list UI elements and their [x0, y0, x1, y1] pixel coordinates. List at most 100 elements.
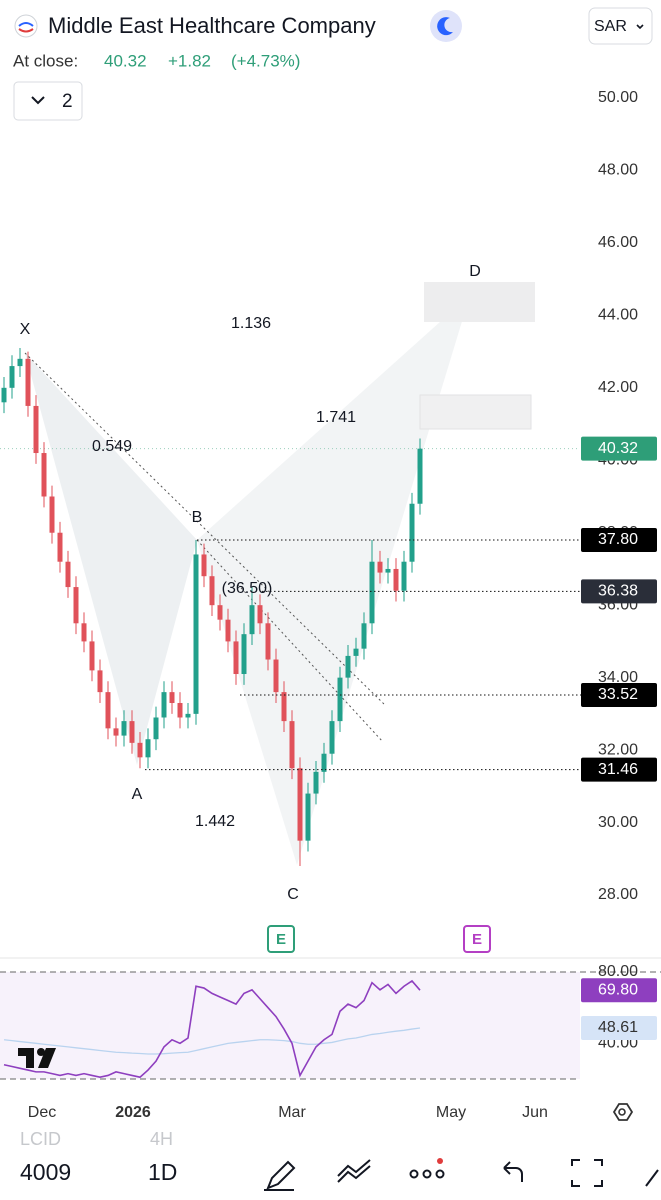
- y-tick-label: 28.00: [598, 886, 638, 903]
- price-badge: [581, 757, 657, 782]
- candle-body: [25, 358, 31, 406]
- close-price: 40.32: [104, 51, 147, 70]
- candle-body: [1, 387, 7, 403]
- settings-icon: [618, 1108, 626, 1116]
- tv-logo: [18, 1048, 56, 1068]
- candle-body: [193, 554, 199, 714]
- candle-body: [57, 532, 63, 562]
- earnings-icon[interactable]: [463, 925, 491, 953]
- change: +1.82: [168, 51, 211, 70]
- pattern-point: D: [469, 263, 481, 280]
- candle-body: [361, 623, 367, 649]
- indicators-toggle[interactable]: [13, 81, 83, 121]
- candle-body: [369, 561, 375, 624]
- candle-body: [137, 742, 143, 758]
- candle-body: [169, 692, 175, 703]
- pattern-point: A: [132, 786, 143, 803]
- more-tool[interactable]: [409, 1169, 419, 1179]
- candle-body: [265, 623, 271, 660]
- candle-body: [401, 561, 407, 591]
- interval[interactable]: 1D: [148, 1159, 177, 1185]
- price-badge: [581, 579, 657, 604]
- undo[interactable]: [503, 1161, 523, 1182]
- candle-body: [273, 659, 279, 693]
- candle-body: [353, 648, 359, 656]
- ghost-symbol: LCID: [20, 1129, 61, 1149]
- target-zone: [419, 394, 532, 430]
- logo: [14, 14, 38, 38]
- candle-body: [305, 793, 311, 841]
- candle-body: [321, 753, 327, 772]
- y-tick-label: 30.00: [598, 814, 638, 831]
- pattern-point: C: [287, 886, 299, 903]
- candle-body: [121, 721, 127, 736]
- symbol[interactable]: 4009: [20, 1159, 71, 1185]
- candle-body: [65, 561, 71, 588]
- candle-body: [153, 717, 159, 740]
- candle-body: [409, 503, 415, 562]
- y-tick-label: 42.00: [598, 379, 638, 396]
- y-tick-label: 34.00: [598, 669, 638, 686]
- candle-body: [225, 619, 231, 642]
- candle-body: [257, 605, 263, 624]
- price-badge-label: 40.32: [598, 440, 638, 457]
- candle-body: [289, 721, 295, 769]
- pattern-ratio: 1.741: [316, 409, 356, 426]
- candle-body: [9, 366, 15, 388]
- y-tick-label: 44.00: [598, 307, 638, 324]
- candle-body: [337, 677, 343, 722]
- draw-tool[interactable]: [264, 1160, 296, 1191]
- settings-icon[interactable]: [612, 1103, 634, 1121]
- more-tool: [435, 1169, 445, 1179]
- indicators-count: 2: [62, 91, 73, 112]
- candle-body: [281, 692, 287, 722]
- pattern-ratio: 0.549: [92, 438, 132, 455]
- pattern-ratio: 1.442: [195, 813, 235, 830]
- candle-body: [249, 605, 255, 635]
- trend-line: [196, 539, 384, 743]
- earnings-letter: E: [276, 931, 286, 948]
- candle-body: [417, 448, 423, 504]
- candle-body: [377, 561, 383, 573]
- candle-body: [217, 605, 223, 620]
- ghost-interval: 4H: [150, 1129, 173, 1149]
- candle-body: [145, 739, 151, 758]
- y-tick-label: 32.00: [598, 741, 638, 758]
- candle-body: [17, 358, 23, 367]
- rsi-badge-label: 48.61: [598, 1019, 638, 1036]
- price-badge-label: 31.46: [598, 761, 638, 778]
- x-tick-label: Dec: [28, 1104, 56, 1121]
- price-badge-label: 36.38: [598, 583, 638, 600]
- candle-body: [33, 405, 39, 454]
- pattern-point: X: [20, 321, 31, 338]
- x-tick-label: Jun: [522, 1104, 548, 1121]
- chevron: [636, 24, 644, 30]
- earnings-icon[interactable]: [267, 925, 295, 953]
- candle-body: [113, 728, 119, 736]
- candle-body: [41, 453, 47, 497]
- candle-body: [89, 641, 95, 671]
- pattern-xab: [25, 353, 197, 765]
- change-pct: (+4.73%): [231, 51, 300, 70]
- chevron: [31, 96, 45, 105]
- candle-body: [129, 721, 135, 743]
- candle-body: [233, 641, 239, 675]
- y-tick-label: 50.00: [598, 89, 638, 106]
- rsi-band: [0, 972, 580, 1079]
- close-label: At close:: [13, 51, 78, 70]
- candle-body: [185, 713, 191, 718]
- theme-button[interactable]: [430, 10, 462, 42]
- candle-body: [49, 496, 55, 533]
- fullscreen[interactable]: [571, 1159, 603, 1187]
- candle-body: [313, 771, 319, 794]
- price-badge: [581, 527, 657, 552]
- candle-body: [393, 568, 399, 591]
- indicators-tool[interactable]: [337, 1159, 371, 1183]
- currency-button[interactable]: [588, 7, 653, 45]
- price-badge-label: 37.80: [598, 531, 638, 548]
- rsi-badge-label: 69.80: [598, 981, 638, 998]
- pattern-bcd: [197, 295, 470, 865]
- candle-body: [345, 655, 351, 678]
- pattern-point: B: [192, 509, 203, 526]
